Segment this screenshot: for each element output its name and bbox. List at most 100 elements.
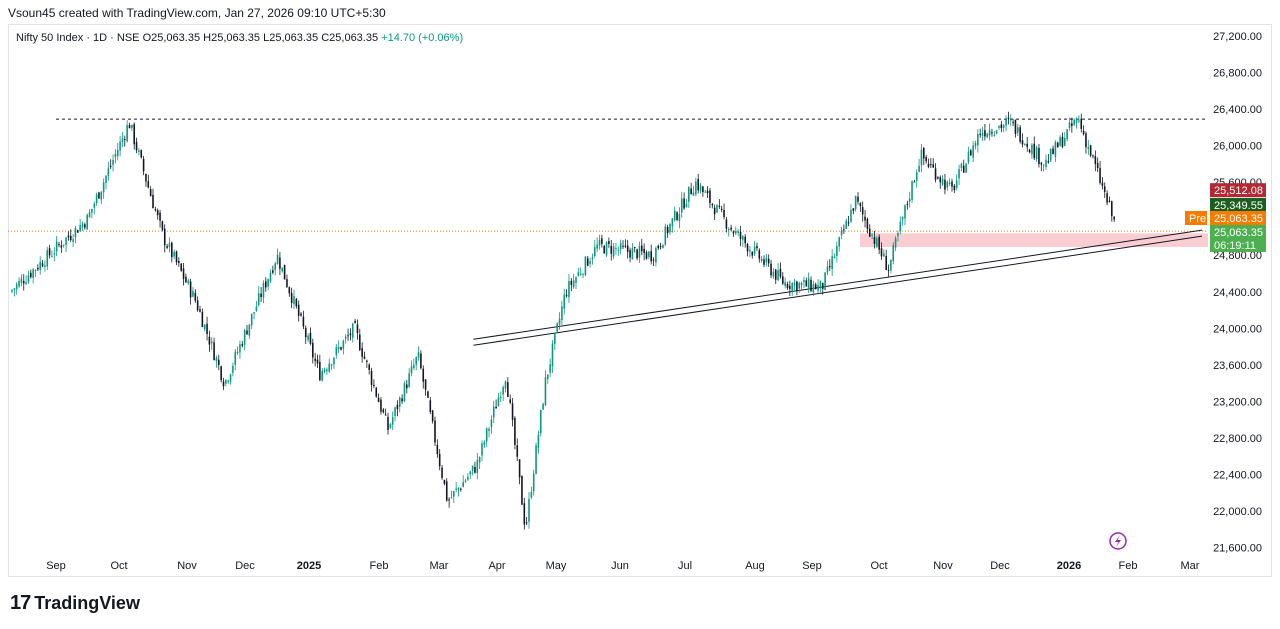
- candle-body: [161, 221, 164, 230]
- candle-body: [1080, 118, 1083, 129]
- candle-body: [941, 178, 944, 185]
- candle-body: [711, 203, 714, 206]
- candle-body: [304, 327, 307, 338]
- candle-body: [951, 181, 953, 187]
- candle-body: [84, 224, 86, 228]
- candle-body: [330, 364, 333, 366]
- candle-body: [744, 236, 746, 244]
- candle-body: [114, 153, 117, 158]
- candle-body: [333, 357, 335, 365]
- candle-body: [429, 400, 432, 412]
- candle-body: [1009, 119, 1012, 121]
- candle-body: [521, 476, 523, 505]
- candle-body: [944, 179, 946, 190]
- candle-body: [1021, 140, 1024, 145]
- candle-body: [354, 320, 356, 324]
- candle-body: [735, 230, 737, 234]
- time-tick-label: Feb: [370, 560, 389, 572]
- candle-body: [250, 313, 253, 326]
- candle-body: [1103, 186, 1106, 192]
- candle-body: [511, 403, 514, 420]
- candle-body: [749, 250, 751, 252]
- candle-body: [44, 265, 46, 267]
- candle-body: [30, 272, 32, 277]
- candle-body: [876, 238, 878, 247]
- time-axis[interactable]: Sep Oct Nov Dec 2025 Feb Mar Apr May Jun Jul Aug Sep…: [46, 560, 1200, 572]
- candle-body: [234, 351, 237, 365]
- open-value: 25,063.35: [151, 32, 201, 44]
- candle-body: [156, 210, 159, 216]
- candle-body: [462, 482, 464, 488]
- candle-body: [664, 226, 667, 245]
- candle-body: [168, 243, 171, 248]
- candle-body: [431, 410, 434, 422]
- candle-body: [401, 398, 403, 402]
- flash-icon[interactable]: [1109, 532, 1127, 550]
- candle-body: [779, 268, 782, 277]
- candle-body: [991, 132, 993, 134]
- candle-body: [189, 281, 192, 298]
- candle-body: [460, 488, 462, 490]
- candle-body: [720, 208, 723, 210]
- candle-body: [1068, 122, 1071, 129]
- candle-body: [319, 361, 321, 381]
- candle-body: [201, 311, 204, 328]
- price-axis[interactable]: 27,200.0026,800.0026,400.0026,000.0025,6…: [1213, 31, 1262, 555]
- candle-body: [391, 417, 394, 425]
- candle-body: [528, 498, 530, 522]
- time-tick-label: Apr: [488, 560, 505, 572]
- candle-body: [958, 169, 960, 179]
- symbol-legend[interactable]: Nifty 50 Index · 1D · NSE O25,063.35 H25…: [16, 32, 463, 44]
- candle-body: [859, 203, 862, 207]
- candle-body: [739, 231, 742, 239]
- candle-body: [424, 379, 427, 390]
- price-tick-label: 26,000.00: [1213, 141, 1262, 153]
- high-value: 25,063.35: [211, 32, 261, 44]
- candle-body: [72, 239, 74, 242]
- price-tick-label: 24,400.00: [1213, 287, 1262, 299]
- candle-body: [490, 419, 493, 428]
- candle-body: [457, 487, 460, 491]
- candle-body: [535, 445, 537, 474]
- candle-body: [589, 261, 591, 264]
- time-tick-label: Sep: [802, 560, 822, 572]
- price-tick-label: 22,000.00: [1213, 506, 1262, 518]
- candle-body: [483, 441, 486, 445]
- candle-body: [1047, 161, 1050, 163]
- candle-body: [1108, 200, 1111, 202]
- candle-body: [836, 245, 838, 257]
- candle-body: [906, 203, 909, 205]
- candle-body: [786, 284, 789, 289]
- candle-body: [756, 246, 758, 249]
- price-tag-mid-bg: [1210, 198, 1266, 213]
- price-tag-mid: 25,349.55: [1214, 200, 1263, 212]
- candle-body: [272, 270, 274, 273]
- candle-body: [1096, 163, 1099, 169]
- candle-body: [727, 229, 730, 231]
- candle-body: [883, 253, 885, 257]
- candle-body: [829, 266, 831, 268]
- candle-body: [706, 190, 709, 194]
- candle-body: [840, 230, 843, 236]
- candle-body: [1049, 149, 1052, 161]
- price-tick-label: 23,200.00: [1213, 396, 1262, 408]
- candle-body: [1031, 144, 1033, 155]
- candle-body: [854, 195, 857, 210]
- tradingview-brand[interactable]: 17 TradingView: [10, 592, 140, 615]
- candle-body: [69, 235, 72, 240]
- candle-body: [723, 209, 725, 218]
- candle-body: [549, 364, 551, 373]
- candle-body: [227, 380, 229, 382]
- candle-body: [11, 290, 13, 292]
- candle-body: [361, 348, 363, 357]
- candle-body: [86, 214, 88, 230]
- flash-circle: [1109, 532, 1127, 550]
- candle-body: [1066, 129, 1068, 140]
- candle-body: [335, 347, 338, 356]
- candle-body: [79, 225, 81, 231]
- flash-bolt: [1115, 535, 1121, 547]
- candle-body: [1000, 124, 1003, 129]
- candle-body: [464, 480, 467, 482]
- candle-body: [887, 269, 890, 271]
